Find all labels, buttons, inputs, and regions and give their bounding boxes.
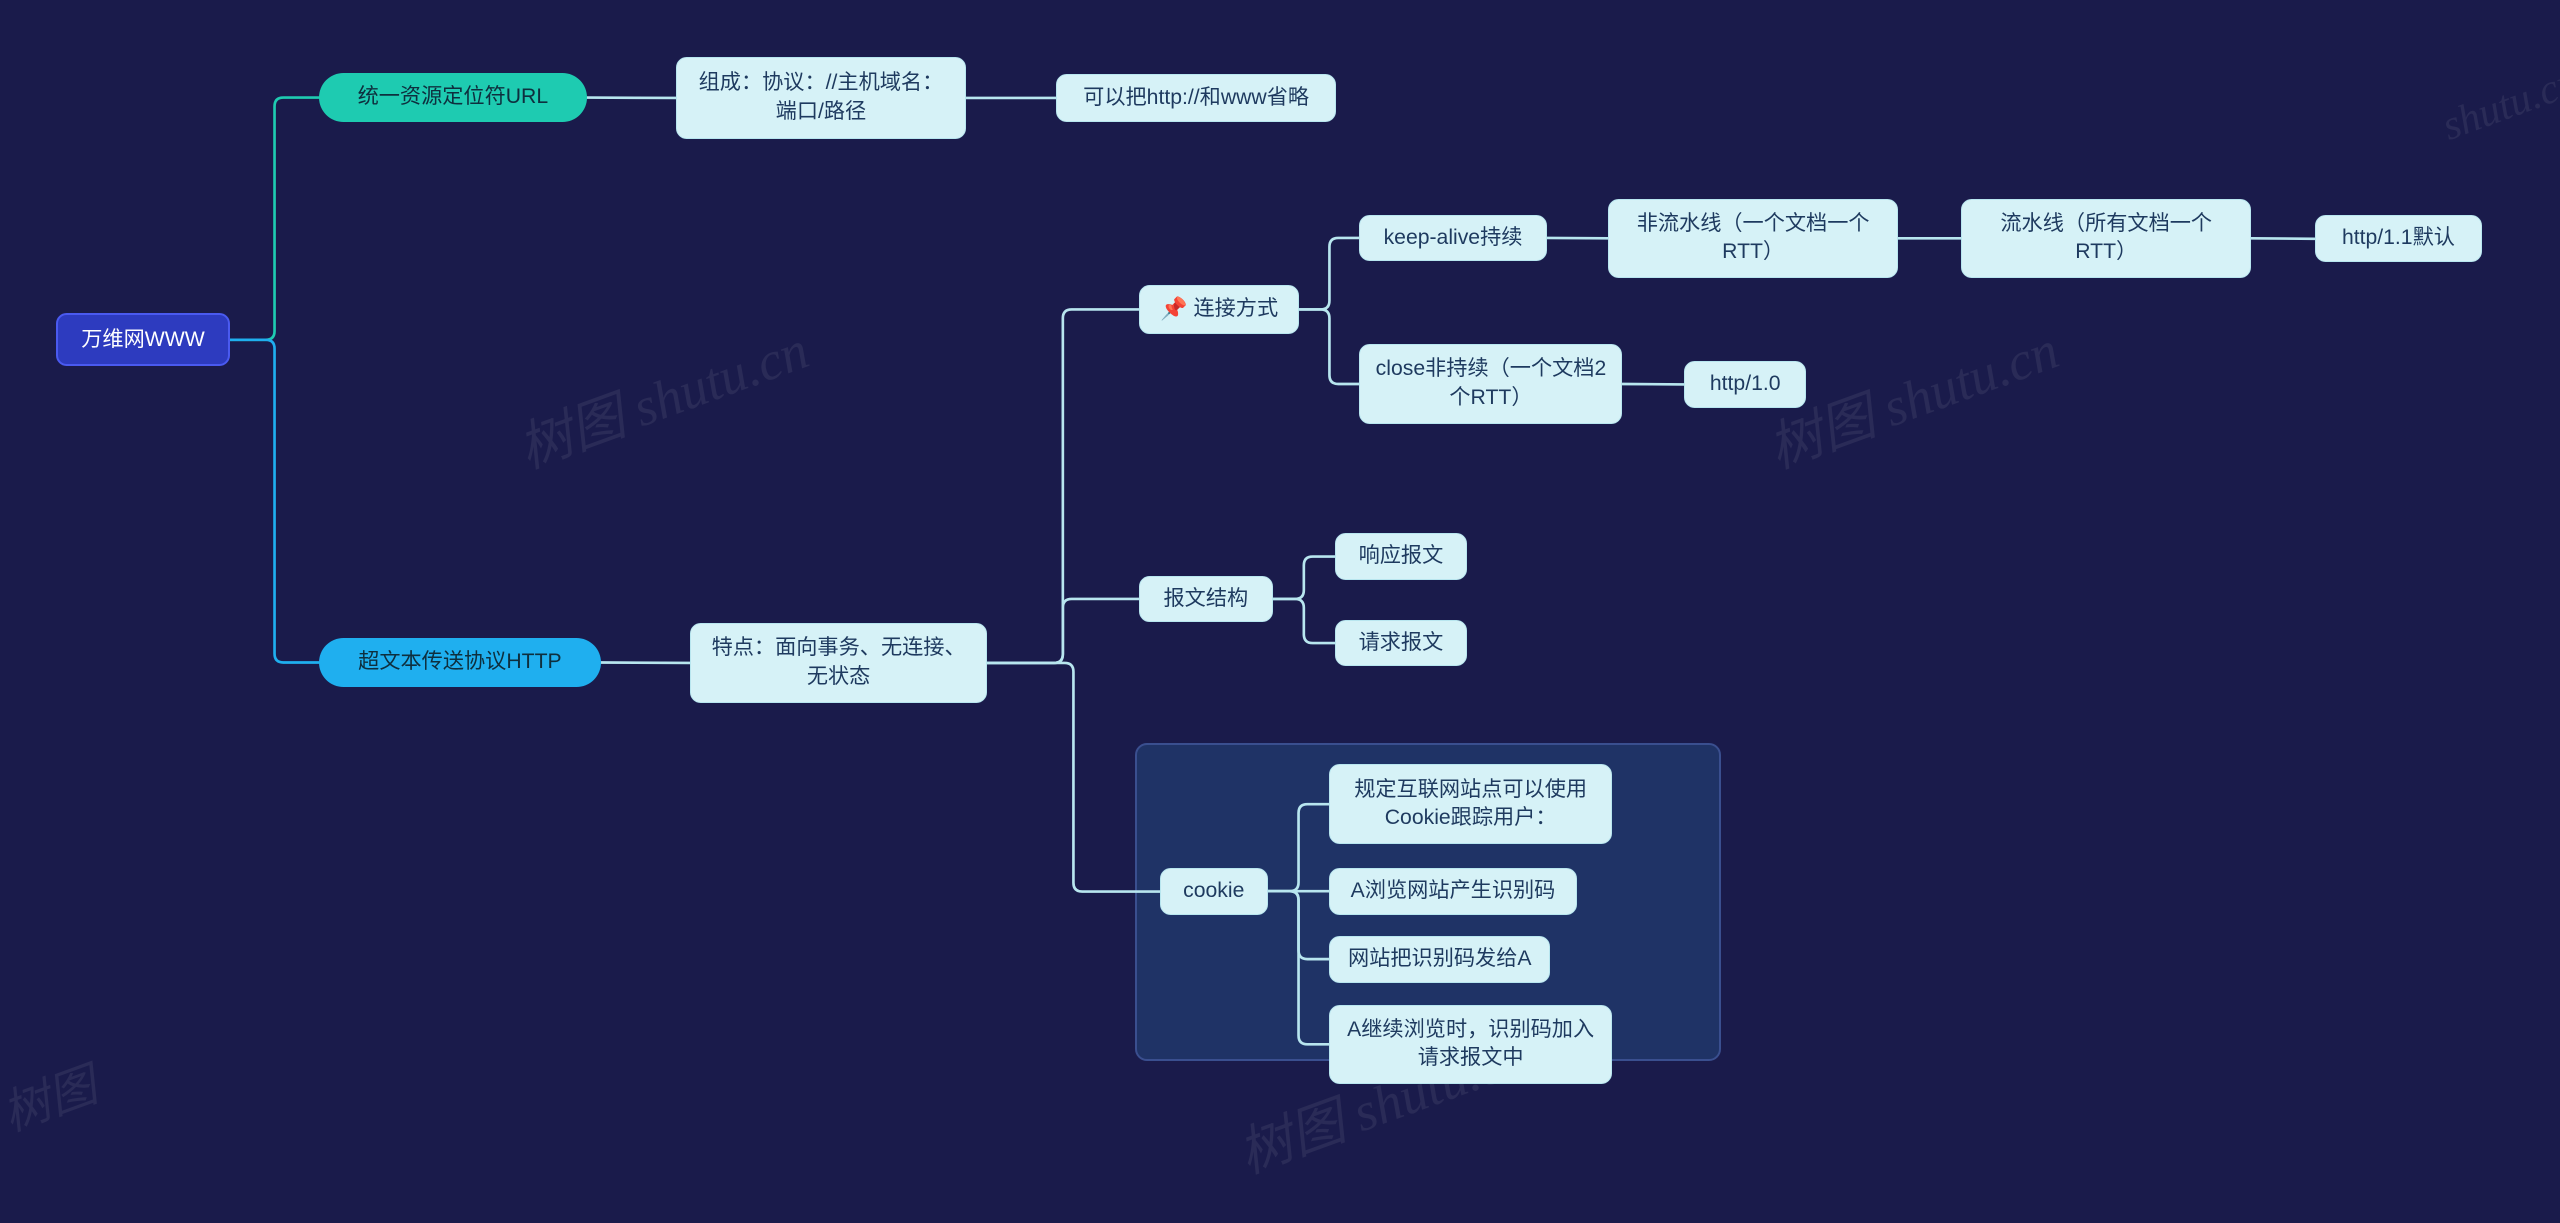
leaf-label: http/1.1默认 <box>2342 224 2455 253</box>
leaf-url-omit[interactable]: 可以把http://和www省略 <box>1056 74 1337 122</box>
leaf-label: 可以把http://和www省略 <box>1083 84 1309 113</box>
root-label: 万维网WWW <box>81 326 204 355</box>
branch-url[interactable]: 统一资源定位符URL <box>319 73 587 122</box>
leaf-nonpipeline[interactable]: 非流水线（一个文档一个RTT） <box>1608 199 1898 278</box>
watermark: 树图 <box>0 1046 105 1145</box>
leaf-cookie-send[interactable]: 网站把识别码发给A <box>1329 936 1550 983</box>
root-node[interactable]: 万维网WWW <box>56 313 231 366</box>
leaf-cookie-spec[interactable]: 规定互联网站点可以使用Cookie跟踪用户： <box>1329 764 1611 843</box>
branch-label: 超文本传送协议HTTP <box>358 648 561 677</box>
leaf-url-composition[interactable]: 组成：协议：//主机域名：端口/路径 <box>676 57 966 138</box>
leaf-request-msg[interactable]: 请求报文 <box>1335 620 1467 667</box>
leaf-label: http/1.0 <box>1710 370 1781 399</box>
leaf-label: A浏览网站产生识别码 <box>1351 877 1556 906</box>
leaf-cookie[interactable]: cookie <box>1160 868 1268 915</box>
leaf-label: 网站把识别码发给A <box>1348 945 1532 974</box>
leaf-label: 规定互联网站点可以使用Cookie跟踪用户： <box>1344 776 1596 833</box>
leaf-http11-default[interactable]: http/1.1默认 <box>2315 215 2483 262</box>
pin-icon: 📌 <box>1160 298 1187 320</box>
leaf-label: 特点：面向事务、无连接、无状态 <box>705 634 972 691</box>
leaf-label: keep-alive持续 <box>1384 224 1523 253</box>
leaf-keepalive[interactable]: keep-alive持续 <box>1359 215 1546 262</box>
leaf-label: 组成：协议：//主机域名：端口/路径 <box>691 69 951 126</box>
leaf-label: 非流水线（一个文档一个RTT） <box>1623 210 1883 267</box>
leaf-label: A继续浏览时，识别码加入请求报文中 <box>1344 1016 1596 1073</box>
leaf-http-features[interactable]: 特点：面向事务、无连接、无状态 <box>690 623 987 702</box>
watermark: 树图 shutu.cn <box>506 306 818 484</box>
branch-http[interactable]: 超文本传送协议HTTP <box>319 638 601 687</box>
leaf-label: close非持续（一个文档2个RTT） <box>1374 355 1607 412</box>
leaf-label: cookie <box>1183 877 1244 906</box>
leaf-cookie-include[interactable]: A继续浏览时，识别码加入请求报文中 <box>1329 1005 1611 1084</box>
leaf-label: 请求报文 <box>1359 629 1444 658</box>
watermark: shutu.cn <box>2436 57 2560 150</box>
leaf-label: 流水线（所有文档一个RTT） <box>1976 210 2236 267</box>
leaf-http10[interactable]: http/1.0 <box>1684 361 1806 408</box>
leaf-response-msg[interactable]: 响应报文 <box>1335 533 1467 580</box>
mindmap-canvas: 树图 shutu.cn 树图 shutu.cn shutu.cn 树图 树图 s… <box>0 0 2560 1223</box>
leaf-message-structure[interactable]: 报文结构 <box>1139 576 1273 623</box>
branch-label: 统一资源定位符URL <box>358 83 549 112</box>
leaf-pipeline[interactable]: 流水线（所有文档一个RTT） <box>1961 199 2251 278</box>
leaf-label: 响应报文 <box>1359 542 1444 571</box>
leaf-close[interactable]: close非持续（一个文档2个RTT） <box>1359 344 1622 423</box>
leaf-label: 报文结构 <box>1163 585 1248 614</box>
leaf-cookie-gen[interactable]: A浏览网站产生识别码 <box>1329 868 1576 915</box>
leaf-connection-type[interactable]: 📌 连接方式 <box>1139 285 1300 334</box>
leaf-label: 连接方式 <box>1193 295 1278 324</box>
